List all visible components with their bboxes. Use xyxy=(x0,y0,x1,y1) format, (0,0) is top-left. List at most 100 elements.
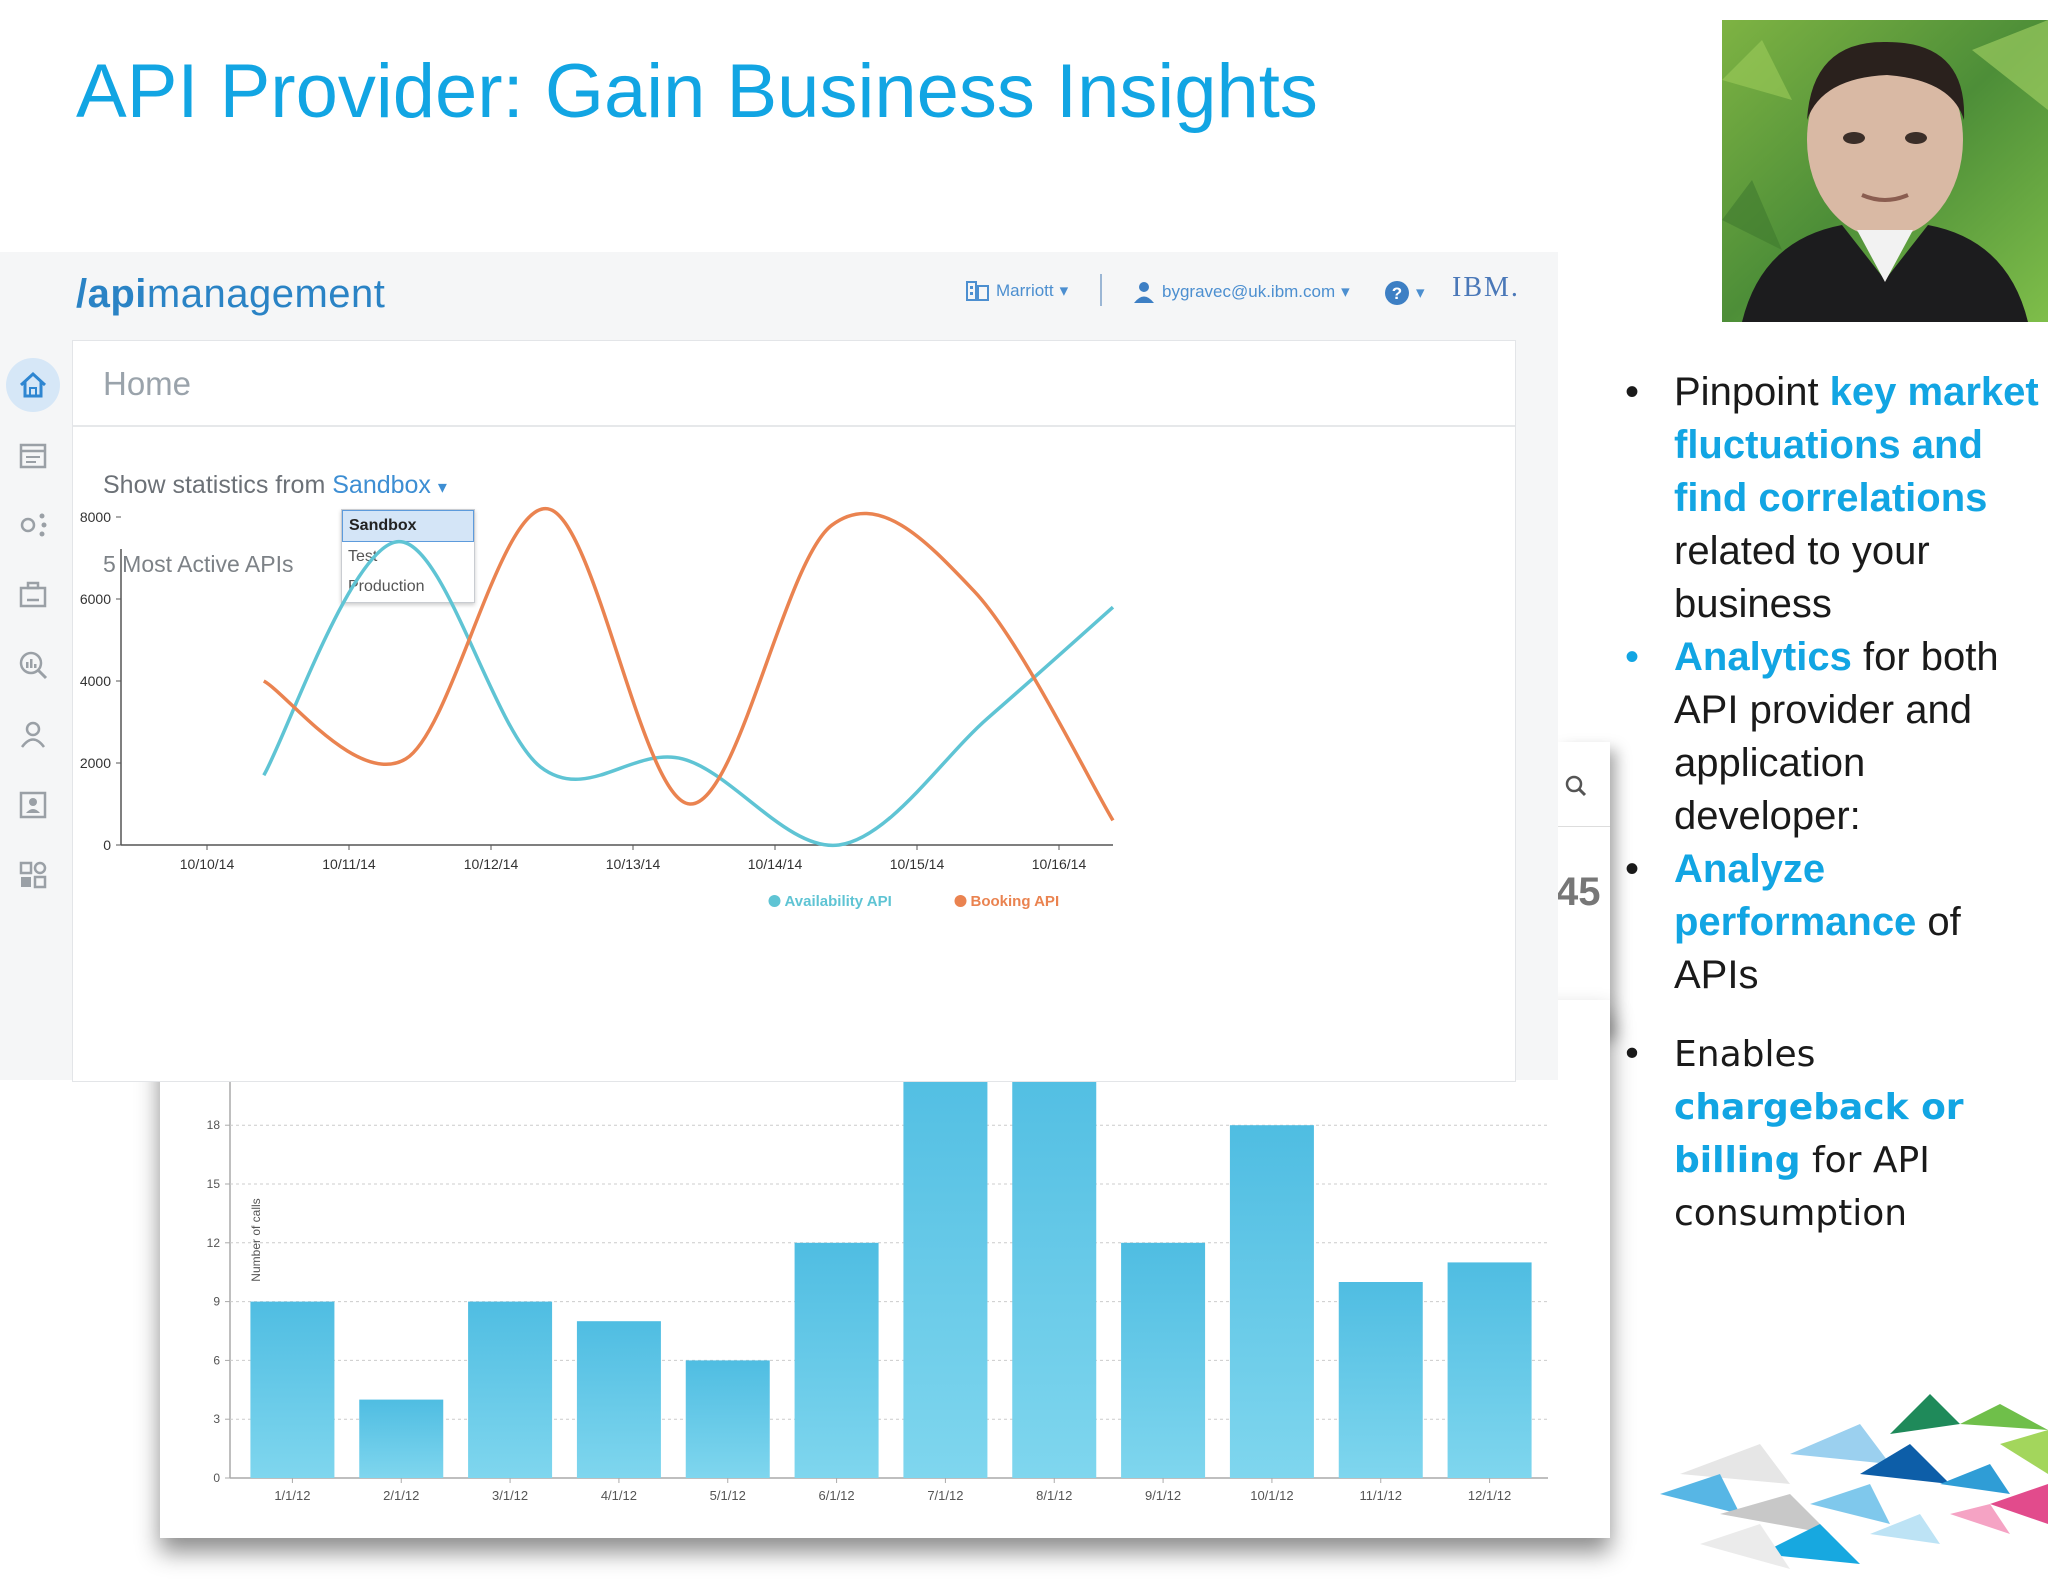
highlight-text: Analyze performance xyxy=(1674,847,1917,944)
y-tick-label: 18 xyxy=(207,1118,221,1132)
page-title: Home xyxy=(103,365,192,402)
chevron-down-icon[interactable]: ▾ xyxy=(437,477,447,497)
stats-label-text: Show statistics from xyxy=(103,471,326,499)
legend-item[interactable]: Booking API xyxy=(954,893,1060,910)
environment-dropdown-menu[interactable]: Sandbox Test Production xyxy=(341,509,475,603)
x-tick-label: 7/1/12 xyxy=(927,1488,963,1503)
nav-divider xyxy=(1100,274,1102,306)
series-line-0[interactable] xyxy=(262,539,1115,848)
bullet-text: for both API provider and application de… xyxy=(1674,635,1999,838)
chevron-down-icon: ▾ xyxy=(1059,281,1069,300)
x-tick-label: 11/1/12 xyxy=(1360,1488,1402,1503)
chevron-down-icon: ▾ xyxy=(1416,283,1425,302)
legend-item[interactable]: Availability API xyxy=(768,893,892,910)
y-tick-label: 4000 xyxy=(80,673,111,689)
share-icon[interactable] xyxy=(18,510,48,540)
bar[interactable] xyxy=(685,1360,770,1478)
bullet-dot: • xyxy=(1624,635,1639,679)
stats-source-label: Show statistics from Sandbox ▾ xyxy=(103,471,447,500)
org-name: Marriott xyxy=(996,281,1054,300)
calendar-icon[interactable] xyxy=(18,440,48,470)
corner-decoration xyxy=(1660,1394,2048,1569)
dropdown-option-sandbox[interactable]: Sandbox xyxy=(342,510,474,542)
api-management-window: /apimanagement Marriott ▾ bygravec@uk.ib… xyxy=(0,252,1558,1082)
bullet-text: Enables xyxy=(1674,1034,1816,1075)
bar[interactable] xyxy=(1121,1242,1206,1478)
x-tick-label: 3/1/12 xyxy=(492,1488,528,1503)
user-email: bygravec@uk.ibm.com xyxy=(1162,282,1336,301)
bullet-item: • Pinpoint key market fluctuations and fi… xyxy=(1612,366,2042,631)
x-tick-label: 10/11/14 xyxy=(322,856,376,872)
bullet-dot: • xyxy=(1624,370,1639,414)
organization-icon xyxy=(966,281,989,301)
bar[interactable] xyxy=(468,1301,553,1478)
bullet-text: related to your business xyxy=(1674,529,1930,626)
y-tick-label: 12 xyxy=(207,1236,221,1250)
legend-swatch xyxy=(954,895,967,907)
apps-icon[interactable] xyxy=(18,860,48,890)
section-label: 5 Most Active APIs xyxy=(103,551,294,577)
bar[interactable] xyxy=(250,1301,335,1478)
users-icon[interactable] xyxy=(18,720,48,750)
x-tick-label: 9/1/12 xyxy=(1145,1488,1181,1503)
brand-prefix: /api xyxy=(76,272,147,316)
profile-icon[interactable] xyxy=(18,790,48,820)
x-tick-label: 2/1/12 xyxy=(383,1488,419,1503)
bar[interactable] xyxy=(903,1046,988,1478)
help-icon: ? xyxy=(1385,281,1409,305)
y-tick-label: 6 xyxy=(213,1353,220,1367)
svg-text:?: ? xyxy=(1392,284,1402,303)
bar[interactable] xyxy=(1447,1262,1532,1478)
bar[interactable] xyxy=(1338,1282,1423,1478)
x-tick-label: 10/1/12 xyxy=(1250,1488,1293,1503)
bullet-item: • Analytics for both API provider and app… xyxy=(1612,631,2042,843)
header-divider xyxy=(73,425,1515,427)
highlight-text: Analytics xyxy=(1674,635,1852,679)
bullet-text: of APIs xyxy=(1674,900,1961,997)
bar[interactable] xyxy=(1229,1125,1314,1478)
environment-select[interactable]: Sandbox xyxy=(332,471,431,499)
x-tick-label: 10/15/14 xyxy=(890,856,945,872)
analytics-icon[interactable] xyxy=(18,650,48,680)
x-tick-label: 6/1/12 xyxy=(819,1488,855,1503)
x-tick-label: 8/1/12 xyxy=(1036,1488,1072,1503)
presenter-photo xyxy=(1722,20,2048,322)
y-tick-label: 0 xyxy=(103,837,111,853)
background-panel: 45 xyxy=(1556,742,1610,1032)
x-tick-label: 10/16/14 xyxy=(1032,856,1087,872)
chevron-down-icon: ▾ xyxy=(1341,282,1350,301)
bullet-dot: • xyxy=(1624,847,1639,891)
bar[interactable] xyxy=(576,1321,661,1478)
x-tick-label: 10/13/14 xyxy=(606,856,661,872)
stat-number: 45 xyxy=(1556,870,1601,914)
user-menu[interactable]: bygravec@uk.ibm.com ▾ xyxy=(1132,280,1350,304)
home-panel: Home Show statistics from Sandbox ▾ 5 Mo… xyxy=(72,340,1516,1082)
y-tick-label: 6000 xyxy=(80,591,111,607)
y-tick-label: 15 xyxy=(207,1177,221,1191)
bar[interactable] xyxy=(359,1399,444,1478)
brand-logo[interactable]: /apimanagement xyxy=(76,272,385,317)
briefcase-icon[interactable] xyxy=(18,580,48,610)
series-line-1[interactable] xyxy=(262,507,1115,822)
bar[interactable] xyxy=(1012,1046,1097,1478)
x-tick-label: 5/1/12 xyxy=(710,1488,746,1503)
bar[interactable] xyxy=(794,1242,879,1478)
ibm-logo: IBM. xyxy=(1452,272,1520,303)
y-tick-label: 9 xyxy=(213,1295,220,1309)
bullet-dot: • xyxy=(1621,1034,1643,1075)
x-tick-label: 10/10/14 xyxy=(180,856,235,872)
help-menu[interactable]: ? ▾ xyxy=(1384,280,1425,306)
bullet-text: for API consumption xyxy=(1674,1140,1930,1234)
legend-label: Availability API xyxy=(785,893,892,910)
org-selector[interactable]: Marriott ▾ xyxy=(966,280,1068,302)
bullet-item: • Analyze performance of APIs xyxy=(1612,843,2042,1002)
slide-title: API Provider: Gain Business Insights xyxy=(76,49,1318,134)
dropdown-option-production[interactable]: Production xyxy=(348,578,425,595)
y-tick-label: 8000 xyxy=(80,509,111,525)
bar-chart: 036912151821Number of calls1/1/122/1/123… xyxy=(160,1000,1610,1538)
bullet-item: • Enables chargeback or billing for API c… xyxy=(1612,1028,2042,1240)
home-icon xyxy=(19,371,47,398)
sidebar-home-active[interactable] xyxy=(6,358,60,412)
bullet-list: • Pinpoint key market fluctuations and fi… xyxy=(1612,366,2042,1240)
search-icon[interactable] xyxy=(1562,772,1590,800)
